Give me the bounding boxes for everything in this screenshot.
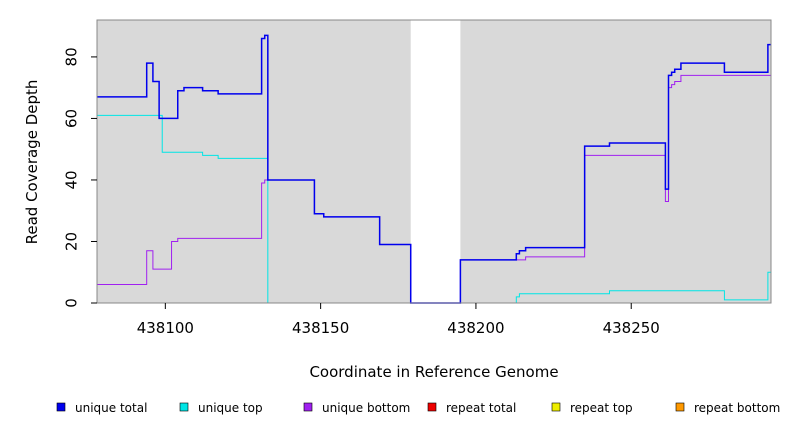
legend-swatch [56, 402, 66, 412]
legend-item-unique-bottom: unique bottom [303, 401, 410, 415]
legend-swatch [675, 402, 685, 412]
y-tick-label: 0 [63, 298, 81, 308]
y-axis-title: Read Coverage Depth [23, 80, 41, 245]
legend-swatch [427, 402, 437, 412]
legend-item-unique-top: unique top [179, 401, 263, 415]
legend-item-repeat-top: repeat top [551, 401, 633, 415]
shaded-region-0 [97, 20, 411, 303]
legend-label: repeat bottom [694, 401, 780, 415]
x-tick-label: 438250 [603, 319, 660, 337]
x-axis-title: Coordinate in Reference Genome [309, 363, 558, 381]
x-tick-label: 438150 [292, 319, 349, 337]
y-tick-label: 20 [63, 232, 81, 251]
plot-background [97, 20, 771, 303]
legend-item-unique-total: unique total [56, 401, 147, 415]
y-tick-label: 80 [63, 47, 81, 66]
legend-label: unique top [198, 401, 263, 415]
series-line-unique-top [97, 114, 771, 304]
legend-label: repeat total [446, 401, 516, 415]
legend-item-repeat-bottom: repeat bottom [675, 401, 780, 415]
y-tick-label: 40 [63, 170, 81, 189]
legend: unique total unique top unique bottom repea… [56, 401, 780, 415]
y-tick-label: 60 [63, 109, 81, 128]
legend-label: repeat top [570, 401, 633, 415]
legend-swatch [551, 402, 561, 412]
shaded-region-1 [460, 20, 771, 303]
legend-swatch [179, 402, 189, 412]
axis-layer: 438100 438150 438200 438250 0 20 40 60 80 [63, 47, 660, 337]
legend-label: unique total [75, 401, 147, 415]
legend-swatch [303, 402, 313, 412]
plot-frame [96, 19, 772, 304]
x-tick-label: 438100 [137, 319, 194, 337]
legend-label: unique bottom [322, 401, 410, 415]
legend-item-repeat-total: repeat total [427, 401, 516, 415]
series-line-unique-total [97, 34, 771, 304]
x-tick-label: 438200 [447, 319, 504, 337]
